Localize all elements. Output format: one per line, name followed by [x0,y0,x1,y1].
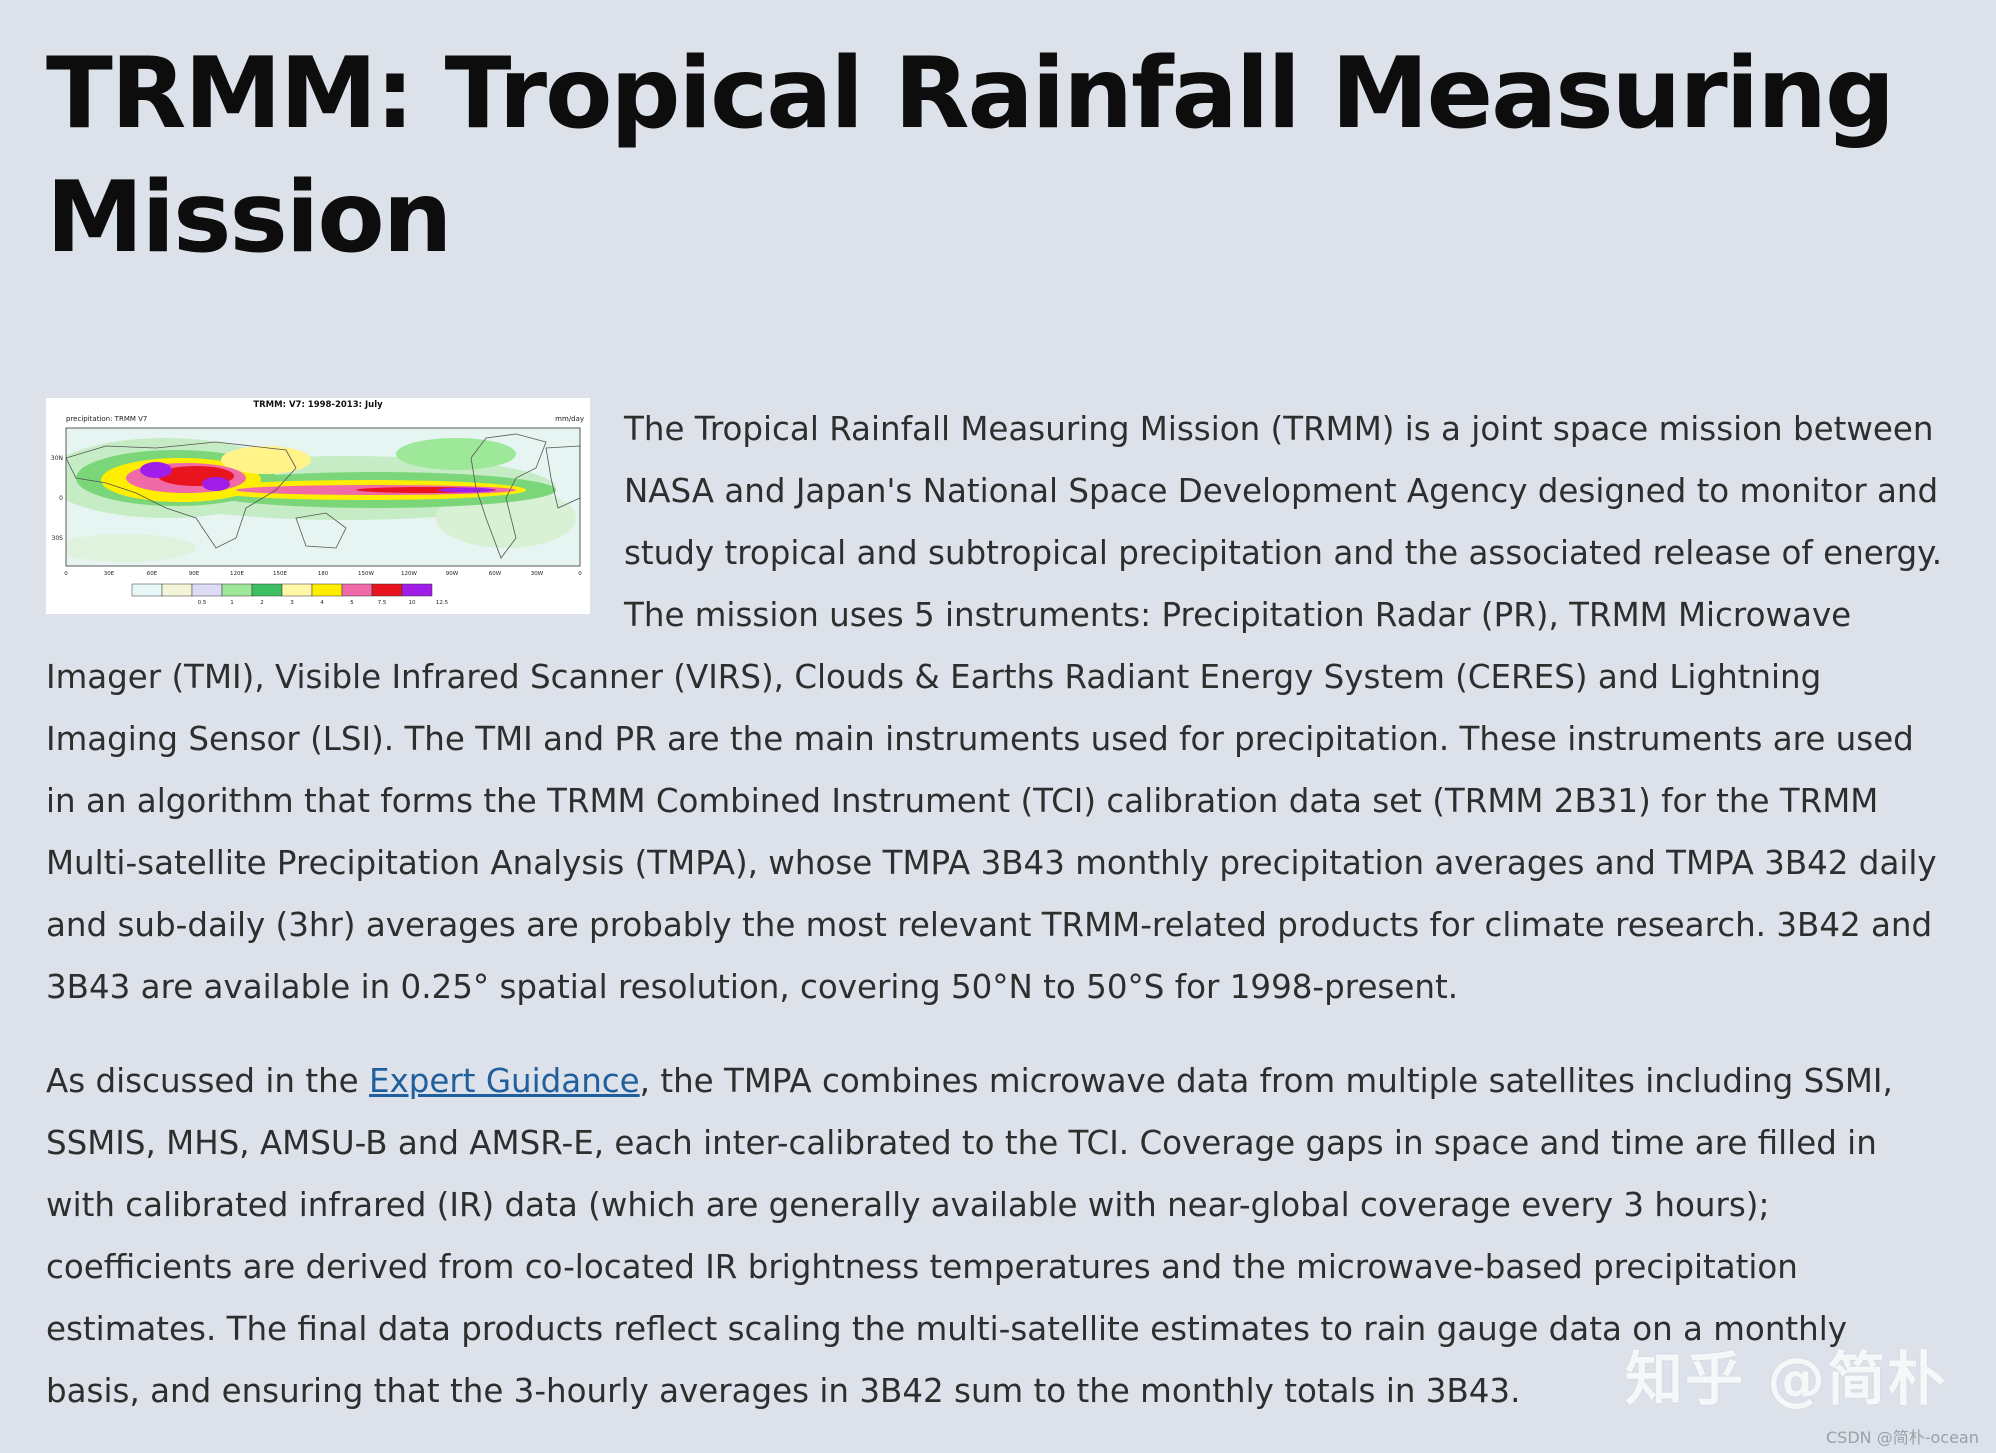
map-lon-label: 150W [358,571,374,577]
map-lon-label: 60E [147,571,158,577]
colorbar-label: 5 [350,600,354,606]
colorbar-swatch [131,583,163,597]
map-lon-label: 180 [318,571,329,577]
map-title: TRMM: V7: 1998-2013: July [253,400,383,410]
page-title: TRMM: Tropical Rainfall Measuring Missio… [46,37,1895,275]
colorbar-label: 10 [409,600,416,606]
colorbar-label: 3 [290,600,294,606]
map-lon-label: 90E [189,571,200,577]
map-lon-label: 120W [401,571,417,577]
tmpa-paragraph-intro: As discussed in the [46,1062,370,1100]
colorbar-swatch [401,583,433,597]
map-lon-label: 0 [64,571,68,577]
colorbar-swatch [311,583,343,597]
map-lon-label: 90W [446,571,459,577]
colorbar-label: 2 [260,600,264,606]
colorbar-swatch [251,583,283,597]
colorbar-swatch [221,583,253,597]
colorbar-swatch [341,583,373,597]
map-lat-label: 0 [59,495,63,502]
colorbar-swatch [371,583,403,597]
colorbar-label: 0.5 [198,600,207,606]
map-left-label: precipitation: TRMM V7 [66,415,147,423]
csdn-watermark: CSDN @简朴-ocean [1826,1428,1979,1447]
colorbar-swatch [161,583,193,597]
map-lat-label: 30N [51,455,63,462]
map-lon-label: 60W [489,571,502,577]
map-lon-label: 30W [531,571,544,577]
tmpa-paragraph-body: , the TMPA combines microwave data from … [46,1062,1893,1410]
map-colorbar [131,583,433,597]
colorbar-label: 4 [320,600,324,606]
trmm-precipitation-map: TRMM: V7: 1998-2013: July precipitation:… [46,398,590,614]
map-lon-label: 30E [104,571,115,577]
map-lon-label: 120E [230,571,244,577]
colorbar-label: 12.5 [436,600,449,606]
map-lat-label: 30S [52,535,64,542]
colorbar-swatch [281,583,313,597]
tmpa-paragraph: As discussed in the Expert Guidance, the… [46,1050,1950,1422]
intro-paragraph: The Tropical Rainfall Measuring Mission … [46,410,1943,1006]
colorbar-swatch [191,583,223,597]
article-body: TRMM: V7: 1998-2013: July precipitation:… [46,398,1950,1422]
map-lon-label: 0 [578,571,582,577]
colorbar-label: 1 [230,600,234,606]
colorbar-label: 7.5 [378,600,387,606]
map-units-label: mm/day [555,415,584,423]
zhihu-watermark: 知乎 @简朴 [1625,1345,1948,1413]
map-lon-label: 150E [273,571,287,577]
expert-guidance-link[interactable]: Expert Guidance [369,1062,640,1100]
